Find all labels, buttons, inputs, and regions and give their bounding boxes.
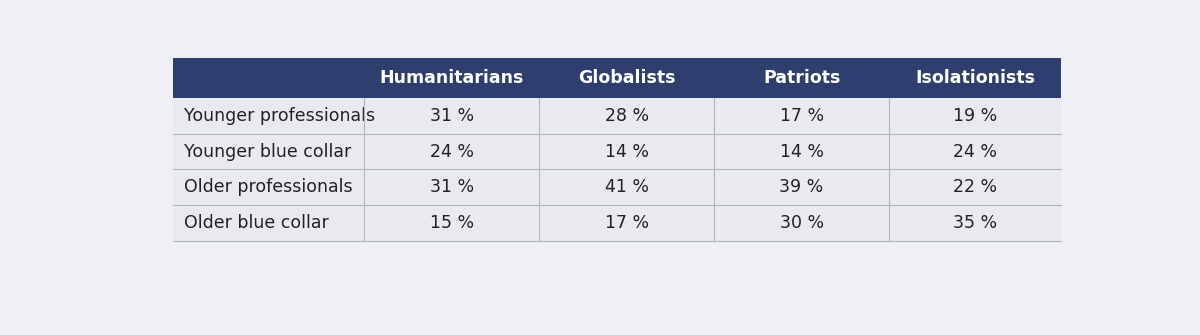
Text: 17 %: 17 % [605, 214, 649, 232]
Text: 14 %: 14 % [780, 143, 823, 161]
FancyBboxPatch shape [173, 98, 1062, 241]
Text: 19 %: 19 % [953, 107, 997, 125]
Text: Isolationists: Isolationists [916, 69, 1036, 87]
Text: Globalists: Globalists [578, 69, 676, 87]
Text: Older blue collar: Older blue collar [185, 214, 329, 232]
Text: Older professionals: Older professionals [185, 178, 353, 196]
Text: Younger blue collar: Younger blue collar [185, 143, 352, 161]
Text: 31 %: 31 % [430, 178, 474, 196]
FancyBboxPatch shape [173, 58, 1062, 98]
Text: 15 %: 15 % [430, 214, 474, 232]
Text: 24 %: 24 % [953, 143, 997, 161]
Text: Humanitarians: Humanitarians [379, 69, 524, 87]
Text: Patriots: Patriots [763, 69, 840, 87]
Text: 41 %: 41 % [605, 178, 649, 196]
Text: 28 %: 28 % [605, 107, 649, 125]
Text: 39 %: 39 % [780, 178, 823, 196]
Text: 17 %: 17 % [780, 107, 823, 125]
Text: 30 %: 30 % [780, 214, 823, 232]
Text: 35 %: 35 % [953, 214, 997, 232]
Text: 22 %: 22 % [953, 178, 997, 196]
Text: 14 %: 14 % [605, 143, 649, 161]
Text: 24 %: 24 % [430, 143, 474, 161]
Text: 31 %: 31 % [430, 107, 474, 125]
Text: Younger professionals: Younger professionals [185, 107, 376, 125]
